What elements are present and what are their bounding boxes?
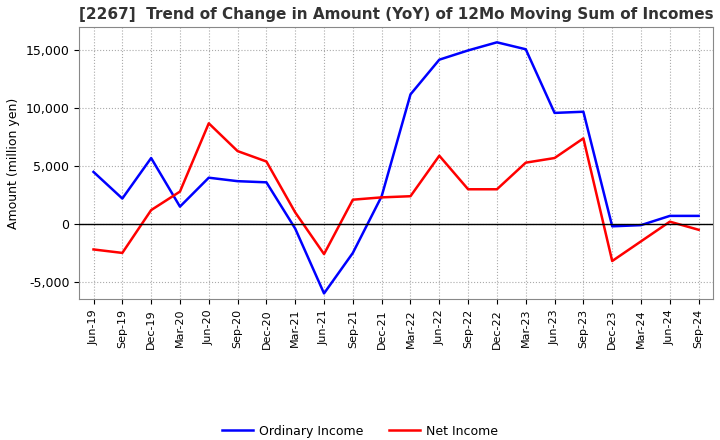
Ordinary Income [694,213,703,219]
Net Income [492,187,501,192]
Ordinary Income [464,48,472,53]
Net Income [262,159,271,164]
Ordinary Income [665,213,674,219]
Ordinary Income [550,110,559,116]
Net Income [291,210,300,215]
Ordinary Income [89,169,98,175]
Net Income [694,227,703,232]
Net Income [348,197,357,202]
Legend: Ordinary Income, Net Income: Ordinary Income, Net Income [217,420,503,440]
Ordinary Income [176,204,184,209]
Line: Ordinary Income: Ordinary Income [94,42,698,293]
Ordinary Income [608,224,616,229]
Net Income [233,148,242,154]
Net Income [521,160,530,165]
Ordinary Income [521,47,530,52]
Net Income [176,189,184,194]
Line: Net Income: Net Income [94,123,698,261]
Net Income [608,258,616,264]
Net Income [377,195,386,200]
Ordinary Income [147,155,156,161]
Net Income [204,121,213,126]
Net Income [147,208,156,213]
Ordinary Income [636,223,645,228]
Net Income [579,136,588,141]
Net Income [464,187,472,192]
Ordinary Income [579,109,588,114]
Net Income [665,219,674,224]
Net Income [406,194,415,199]
Net Income [435,153,444,158]
Net Income [118,250,127,256]
Net Income [550,155,559,161]
Ordinary Income [377,194,386,199]
Ordinary Income [348,250,357,256]
Title: [2267]  Trend of Change in Amount (YoY) of 12Mo Moving Sum of Incomes: [2267] Trend of Change in Amount (YoY) o… [78,7,714,22]
Ordinary Income [320,291,328,296]
Net Income [636,239,645,244]
Ordinary Income [291,226,300,231]
Y-axis label: Amount (million yen): Amount (million yen) [7,98,20,229]
Ordinary Income [492,40,501,45]
Ordinary Income [233,179,242,184]
Ordinary Income [118,196,127,201]
Ordinary Income [435,57,444,62]
Ordinary Income [262,180,271,185]
Net Income [89,247,98,252]
Ordinary Income [406,92,415,97]
Net Income [320,251,328,257]
Ordinary Income [204,175,213,180]
